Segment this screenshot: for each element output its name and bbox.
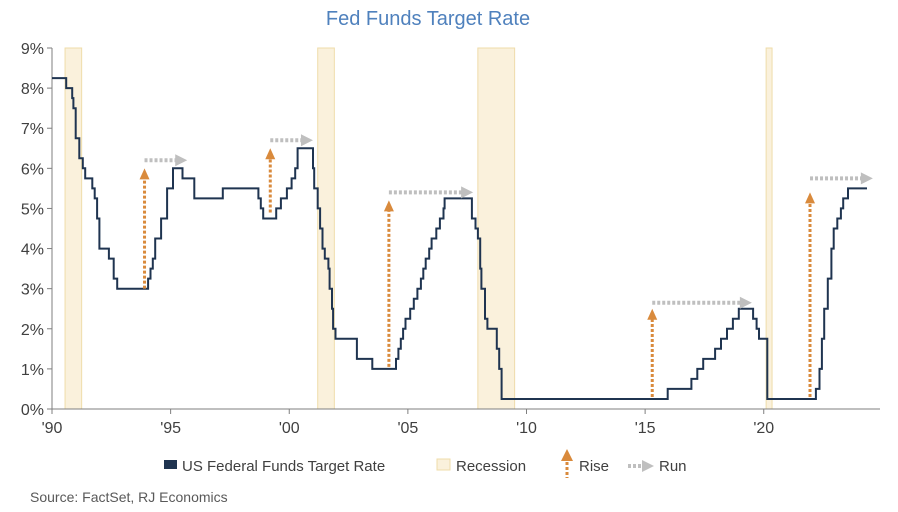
rise-arrow-head: [265, 148, 276, 160]
run-arrow-head: [175, 154, 188, 167]
recession-bands: [64, 47, 773, 410]
source-note: Source: FactSet, RJ Economics: [30, 489, 228, 505]
rise-arrow-3: [647, 308, 658, 397]
y-tick-label: 2%: [21, 322, 44, 339]
x-tick-label: '90: [42, 420, 63, 437]
run-arrow-head: [860, 172, 873, 185]
run-arrow-2: [388, 186, 474, 199]
recession-band-2: [477, 47, 516, 410]
y-tick-label: 4%: [21, 242, 44, 259]
axes: 0% 1% 2% 3% 4% 5% 6% 7% 8% 9% '90 '95 '00 '05 '10 '15 '2…: [21, 41, 880, 437]
legend-label-run: Run: [659, 458, 687, 475]
legend-swatch-rate: [164, 460, 177, 469]
y-tick-label: 5%: [21, 201, 44, 218]
y-tick-label: 3%: [21, 282, 44, 299]
legend-swatch-run: [628, 460, 654, 472]
legend-label-recession: Recession: [456, 458, 526, 475]
legend-swatch-rise: [561, 449, 573, 478]
rise-arrow-head: [647, 308, 658, 320]
run-arrows: [144, 134, 873, 309]
rise-arrow-head: [805, 192, 816, 204]
rate-series: [52, 77, 867, 400]
run-arrow-4: [810, 172, 873, 185]
x-tick-label: '00: [279, 420, 300, 437]
run-arrow-head: [300, 134, 313, 147]
x-tick-label: '95: [160, 420, 181, 437]
rise-arrow-4: [805, 192, 816, 397]
run-arrow-1: [270, 134, 313, 147]
y-tick-label: 0%: [21, 402, 44, 419]
y-tick-label: 6%: [21, 161, 44, 178]
rise-arrow-head: [383, 200, 394, 212]
legend-label-rate: US Federal Funds Target Rate: [182, 458, 385, 475]
legend-label-rise: Rise: [579, 458, 609, 475]
series-line-0: [52, 77, 867, 400]
y-tick-label: 8%: [21, 81, 44, 98]
rise-arrow-2: [383, 200, 394, 367]
x-tick-label: '15: [635, 420, 656, 437]
rise-arrow-0: [139, 168, 150, 289]
rise-arrows: [139, 148, 816, 397]
legend: US Federal Funds Target Rate Recession R…: [164, 449, 687, 478]
y-tick-label: 9%: [21, 41, 44, 58]
run-arrow-0: [144, 154, 188, 167]
chart-title: Fed Funds Target Rate: [326, 8, 530, 30]
run-arrow-head: [739, 296, 752, 309]
x-tick-label: '20: [753, 420, 774, 437]
run-arrow-head: [461, 186, 474, 199]
legend-swatch-recession: [436, 458, 451, 471]
x-tick-label: '05: [397, 420, 418, 437]
rise-arrow-head: [139, 168, 150, 180]
y-tick-label: 7%: [21, 121, 44, 138]
y-tick-label: 1%: [21, 362, 44, 379]
rise-arrow-1: [265, 148, 276, 213]
x-tick-label: '10: [516, 420, 537, 437]
run-arrow-3: [652, 296, 752, 309]
